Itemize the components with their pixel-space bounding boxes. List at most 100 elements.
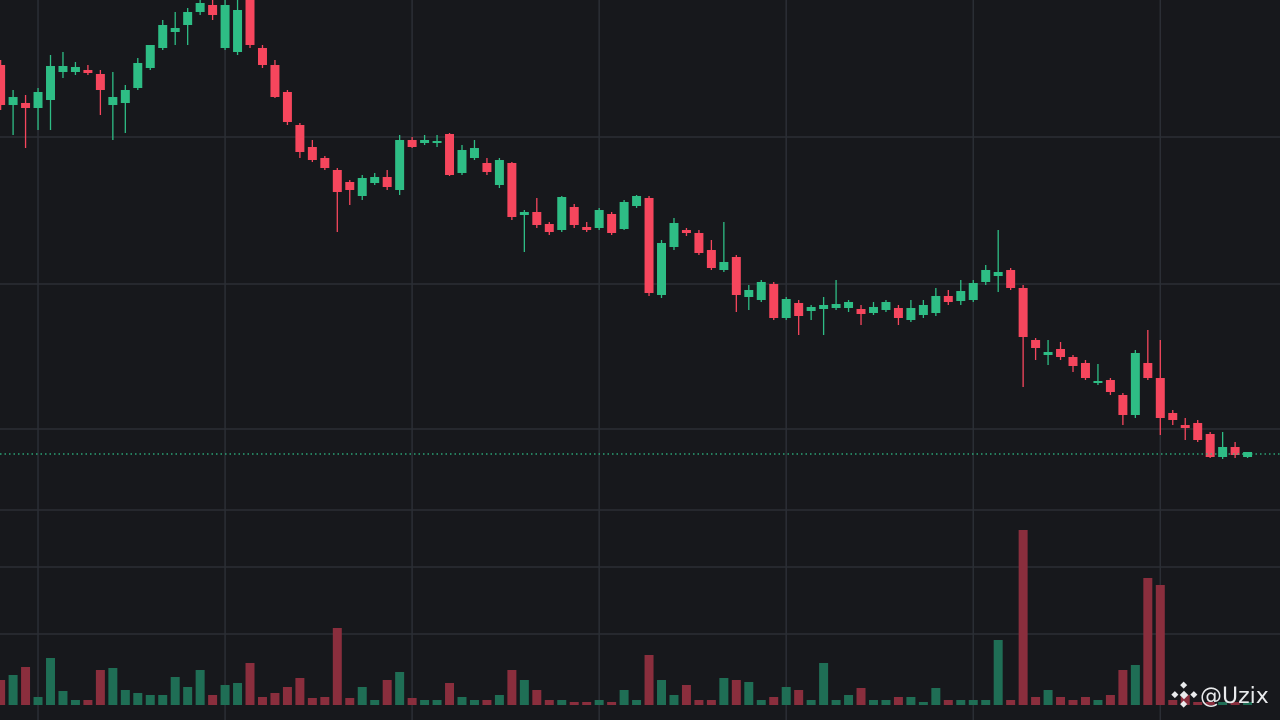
candle-body (1168, 413, 1178, 420)
candle-body (445, 134, 455, 175)
volume-bar (345, 698, 355, 705)
candle-body (856, 309, 866, 314)
volume-bar (943, 700, 953, 705)
volume-bar (893, 697, 903, 705)
volume-bar (432, 700, 442, 705)
volume-bar (357, 687, 367, 705)
candle-body (233, 10, 243, 52)
volume-bar (445, 683, 455, 705)
candle-body (469, 148, 479, 158)
volume-bar (46, 658, 55, 705)
volume-bar (607, 702, 617, 705)
volume-bar (245, 663, 255, 705)
volume-bar (981, 700, 991, 705)
volume-bar (781, 687, 791, 705)
volume-bar (731, 680, 741, 705)
volume-bar (257, 697, 267, 705)
volume-bar (195, 670, 205, 705)
volume-bar (831, 700, 841, 705)
volume-bar (819, 663, 829, 705)
volume-bar (756, 700, 766, 705)
volume-bar (644, 655, 654, 705)
candle-body (270, 65, 280, 97)
candle-body (943, 296, 953, 302)
candle-body (1218, 447, 1228, 457)
candle-body (494, 160, 504, 185)
volume-bar (320, 697, 330, 705)
volume-bar (532, 690, 542, 705)
volume-bar (482, 700, 492, 705)
volume-bar (295, 678, 305, 705)
volume-bar (569, 702, 579, 705)
volume-bar (183, 687, 193, 705)
candle-body (208, 5, 218, 15)
candle-body (295, 125, 305, 152)
volume-bar (719, 678, 729, 705)
candle-body (407, 140, 417, 147)
volume-bar (632, 700, 642, 705)
volume-bar (856, 688, 866, 705)
candle-body (644, 198, 654, 293)
volume-bar (1243, 702, 1253, 705)
candle-body (133, 63, 143, 88)
candle-body (607, 214, 617, 233)
candle-body (719, 262, 729, 270)
volume-bar (1230, 702, 1240, 705)
candle-body (1018, 288, 1028, 337)
volume-bar (0, 680, 6, 705)
candle-body (183, 12, 193, 25)
candle-body (58, 66, 68, 72)
watermark: @Uzix (1171, 681, 1269, 709)
volume-bar (519, 680, 529, 705)
volume-bar (33, 697, 43, 705)
candle-body (893, 308, 903, 318)
volume-bar (906, 697, 916, 705)
volume-bar (420, 700, 430, 705)
candle-body (731, 257, 741, 295)
volume-bar (869, 700, 878, 705)
candle-body (519, 212, 529, 215)
candle-body (769, 284, 779, 318)
candle-body (619, 202, 629, 229)
volume-bar (557, 700, 567, 705)
volume-bar (158, 695, 168, 705)
candle-body (158, 25, 168, 48)
candle-body (756, 282, 766, 300)
candle-body (1080, 363, 1090, 378)
volume-bar (657, 680, 666, 705)
volume-bar (1193, 702, 1203, 705)
candle-body (1155, 378, 1165, 418)
volume-bar (145, 695, 155, 705)
price-pane (0, 0, 1280, 459)
volume-bar (21, 667, 31, 705)
volume-bar (681, 685, 691, 705)
candle-body (120, 90, 130, 103)
candle-body (844, 302, 854, 308)
candle-body (569, 207, 579, 225)
volume-bar (706, 700, 716, 705)
volume-bar (1218, 702, 1228, 705)
candle-body (145, 45, 155, 68)
candle-body (1180, 425, 1190, 428)
volume-bar (993, 640, 1003, 705)
volume-bar (1118, 670, 1128, 705)
candle-body (170, 28, 180, 32)
candle-body (532, 212, 542, 225)
volume-bar (270, 693, 280, 705)
volume-bar (844, 695, 854, 705)
candle-body (981, 270, 991, 282)
candle-body (968, 283, 978, 300)
volume-bar (1018, 530, 1028, 705)
candle-body (681, 230, 691, 233)
candle-body (1006, 270, 1016, 288)
volume-bar (220, 685, 230, 705)
volume-bar (956, 700, 966, 705)
candle-body (557, 197, 567, 230)
candle-body (457, 150, 467, 173)
candle-body (1068, 357, 1078, 366)
volume-bar (1043, 690, 1053, 705)
candle-body (931, 296, 941, 313)
volume-bar (594, 700, 604, 705)
candle-body (781, 299, 791, 318)
